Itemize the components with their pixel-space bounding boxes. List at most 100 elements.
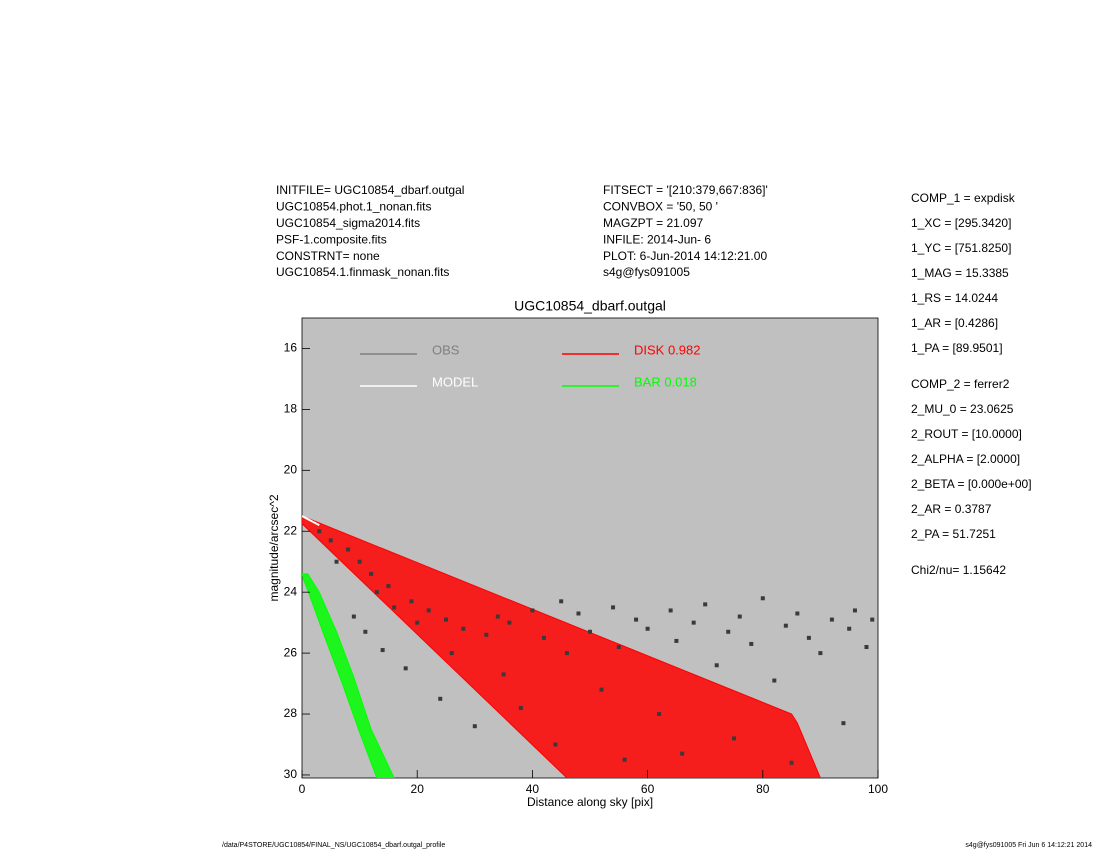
- data-point: [363, 629, 368, 634]
- data-point: [870, 617, 875, 622]
- data-point: [501, 672, 506, 677]
- y-tick-label: 20: [284, 462, 298, 476]
- header-line: UGC10854.1.finmask_nonan.fits: [276, 265, 449, 279]
- data-point: [484, 632, 489, 637]
- data-point: [847, 626, 852, 631]
- model-line: [302, 515, 320, 527]
- data-point: [530, 608, 535, 613]
- header-line: PLOT: 6-Jun-2014 14:12:21.00: [603, 249, 767, 263]
- fit-parameter: 2_AR = 0.3787: [911, 502, 992, 516]
- legend-label: OBS: [432, 342, 460, 357]
- data-point: [415, 620, 420, 625]
- data-point: [392, 605, 397, 610]
- x-tick-label: 100: [868, 782, 888, 796]
- chart-title: UGC10854_dbarf.outgal: [514, 298, 666, 314]
- header-line: UGC10854_sigma2014.fits: [276, 216, 420, 230]
- data-point: [495, 614, 500, 619]
- data-point: [599, 687, 604, 692]
- fit-parameter: COMP_2 = ferrer2: [911, 377, 1010, 391]
- data-point: [645, 626, 650, 631]
- x-tick-label: 40: [526, 782, 540, 796]
- data-point: [864, 645, 869, 650]
- footer-stamp: s4g@fys091005 Fri Jun 6 14:12:21 2014: [965, 842, 1092, 849]
- x-axis-label: Distance along sky [pix]: [527, 795, 653, 809]
- fit-parameter: 1_RS = 14.0244: [911, 291, 998, 305]
- data-point: [703, 602, 708, 607]
- data-point: [634, 617, 639, 622]
- data-point: [829, 617, 834, 622]
- x-tick-label: 80: [756, 782, 770, 796]
- header-line: MAGZPT = 21.097: [603, 216, 703, 230]
- data-point: [806, 635, 811, 640]
- data-point: [772, 678, 777, 683]
- data-point: [461, 626, 466, 631]
- fit-parameter: COMP_1 = expdisk: [911, 191, 1016, 205]
- data-point: [380, 648, 385, 653]
- header-line: INFILE: 2014-Jun- 6: [603, 232, 711, 246]
- data-point: [444, 617, 448, 622]
- data-point: [449, 651, 454, 656]
- x-tick-label: 20: [411, 782, 425, 796]
- header-line: FITSECT = '[210:379,667:836]': [603, 183, 768, 197]
- fit-parameter: 1_AR = [0.4286]: [911, 316, 998, 330]
- data-point: [351, 614, 356, 619]
- data-point: [438, 696, 443, 701]
- data-point: [328, 538, 333, 543]
- y-axis-label: magnitude/arcsec^2: [267, 494, 281, 601]
- fit-parameter: 1_MAG = 15.3385: [911, 266, 1009, 280]
- data-point: [507, 620, 512, 625]
- data-point: [795, 611, 800, 616]
- fit-parameter: 2_ALPHA = [2.0000]: [911, 452, 1020, 466]
- data-point: [674, 638, 679, 643]
- data-point: [749, 641, 754, 646]
- data-point: [426, 608, 431, 613]
- data-point: [409, 599, 414, 604]
- data-point: [518, 705, 523, 710]
- data-point: [369, 571, 374, 576]
- fit-parameter: 1_YC = [751.8250]: [911, 241, 1011, 255]
- header-line: s4g@fys091005: [603, 265, 690, 279]
- data-point: [818, 651, 823, 656]
- data-point: [852, 608, 857, 613]
- data-point: [472, 724, 477, 729]
- legend-label: MODEL: [432, 374, 478, 389]
- fit-parameter: 2_MU_0 = 23.0625: [911, 402, 1014, 416]
- y-tick-label: 18: [284, 402, 298, 416]
- fit-parameter: 1_PA = [89.9501]: [911, 341, 1003, 355]
- y-tick-label: 16: [284, 341, 298, 355]
- header-line: INITFILE= UGC10854_dbarf.outgal: [276, 183, 464, 197]
- y-tick-label: 28: [284, 706, 298, 720]
- data-point: [553, 742, 558, 747]
- data-point: [783, 623, 788, 628]
- data-point: [386, 584, 391, 589]
- header-line: PSF-1.composite.fits: [276, 232, 387, 246]
- data-point: [564, 651, 569, 656]
- data-point: [760, 596, 765, 601]
- data-point: [714, 663, 719, 668]
- fit-parameter: 1_XC = [295.3420]: [911, 216, 1011, 230]
- data-point: [789, 760, 794, 765]
- y-tick-label: 24: [284, 584, 298, 598]
- data-point: [317, 529, 322, 534]
- data-point: [357, 559, 362, 564]
- y-tick-label: 22: [284, 523, 298, 537]
- model-band: [302, 515, 821, 778]
- model-band: [302, 573, 395, 778]
- data-point: [841, 721, 846, 726]
- header-line: UGC10854.phot.1_nonan.fits: [276, 200, 431, 214]
- legend-label: BAR 0.018: [634, 374, 697, 389]
- data-point: [732, 736, 736, 741]
- fit-parameter: 2_ROUT = [10.0000]: [911, 427, 1022, 441]
- data-point: [559, 599, 564, 604]
- header-line: CONSTRNT= none: [276, 249, 380, 263]
- data-point: [616, 645, 621, 650]
- legend-label: DISK 0.982: [634, 342, 701, 357]
- fit-parameter: 2_PA = 51.7251: [911, 527, 996, 541]
- data-point: [403, 666, 408, 671]
- data-point: [737, 614, 742, 619]
- data-point: [668, 608, 673, 613]
- data-point: [611, 605, 616, 610]
- header-line: CONVBOX = '50, 50 ': [603, 200, 718, 214]
